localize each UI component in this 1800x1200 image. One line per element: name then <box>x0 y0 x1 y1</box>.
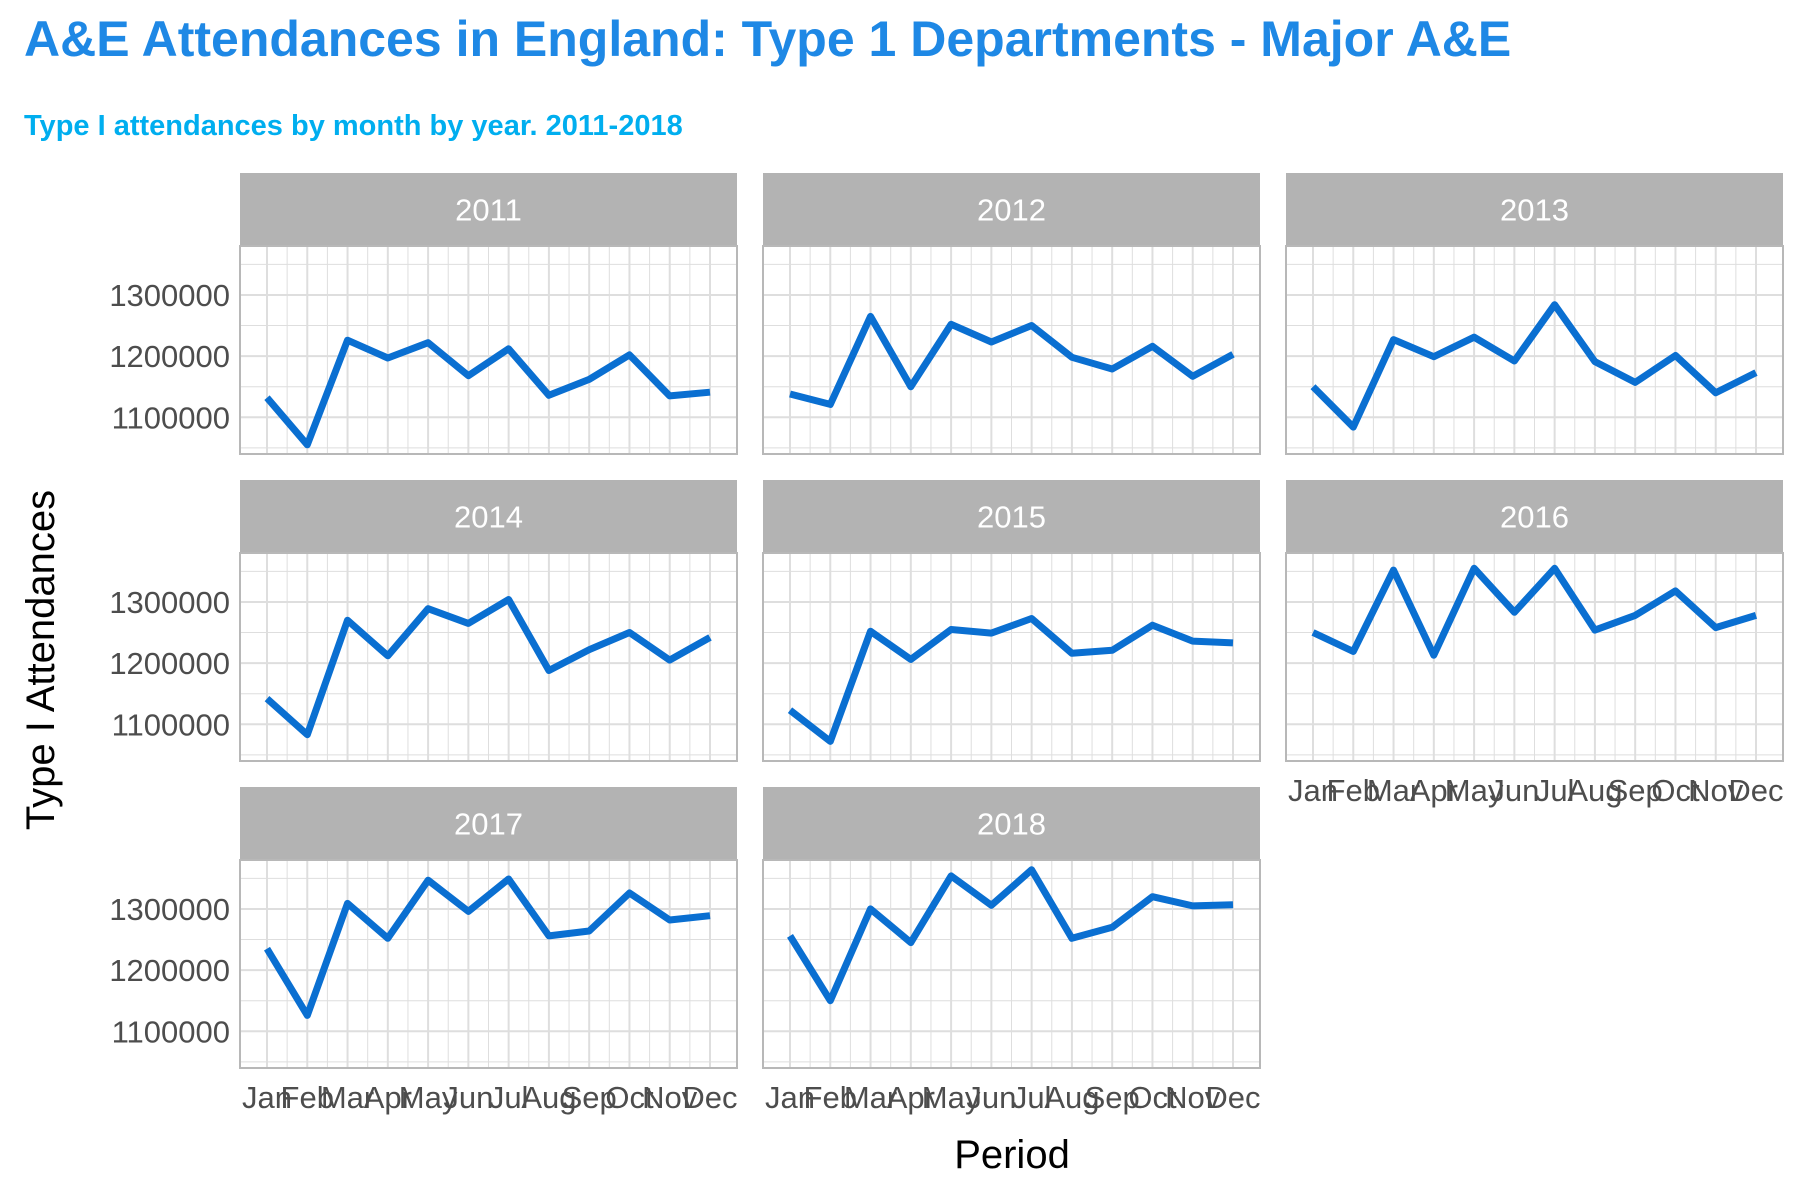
x-tick-label: Feb <box>281 1080 334 1115</box>
x-tick-label: Dec <box>1728 773 1783 808</box>
y-tick-label: 1200000 <box>109 953 230 988</box>
x-tick-label: Sep <box>562 1080 617 1115</box>
facet-strip <box>240 787 737 860</box>
facet-strip <box>240 480 737 553</box>
facet-strip <box>763 787 1260 860</box>
panel-border <box>762 859 1261 1069</box>
x-tick-label: Sep <box>1608 773 1663 808</box>
series-line-2013 <box>1310 301 1758 431</box>
facet-strip-label: 2017 <box>454 807 523 842</box>
x-tick-label: Jul <box>1012 1080 1052 1115</box>
x-tick-label: Mar <box>321 1080 374 1115</box>
x-tick-label: May <box>1445 773 1504 808</box>
x-tick-label: Aug <box>521 1080 576 1115</box>
x-tick-label: Apr <box>887 1080 935 1115</box>
x-tick-label: Jan <box>1288 773 1338 808</box>
x-tick-label: Jul <box>489 1080 529 1115</box>
facet-strip-label: 2016 <box>1500 500 1569 535</box>
facet-strip-label: 2018 <box>977 807 1046 842</box>
y-tick-label: 1100000 <box>112 707 230 742</box>
x-tick-label: Aug <box>1044 1080 1099 1115</box>
facet-strip-label: 2012 <box>977 193 1046 228</box>
y-tick-label: 1200000 <box>109 646 230 681</box>
y-tick-label: 1200000 <box>109 339 230 374</box>
chart-title: A&E Attendances in England: Type 1 Depar… <box>24 11 1512 67</box>
x-tick-label: Dec <box>682 1080 737 1115</box>
series-line-2012 <box>789 312 1235 408</box>
x-tick-label: Nov <box>1688 773 1744 808</box>
x-tick-label: Feb <box>1327 773 1380 808</box>
facet-strip-label: 2013 <box>1500 193 1569 228</box>
panel-border <box>239 859 738 1069</box>
panel-border <box>762 245 1261 455</box>
facet-strip <box>1286 173 1783 246</box>
facet-strip <box>240 173 737 246</box>
facet-strip <box>763 173 1260 246</box>
x-tick-label: Sep <box>1085 1080 1140 1115</box>
series-line-2014 <box>264 596 712 739</box>
panel-border <box>239 245 738 455</box>
panel-border <box>1285 245 1784 455</box>
x-tick-label: Mar <box>1367 773 1420 808</box>
y-tick-label: 1300000 <box>109 585 230 620</box>
panel-border <box>762 552 1261 762</box>
series-line-2017 <box>264 875 711 1019</box>
y-tick-label: 1300000 <box>109 278 230 313</box>
series-line-2018 <box>787 866 1234 1005</box>
x-tick-label: Feb <box>804 1080 857 1115</box>
panel-border <box>239 552 738 762</box>
x-tick-label: Oct <box>1128 1080 1177 1115</box>
x-tick-label: Jul <box>1535 773 1575 808</box>
x-tick-label: Apr <box>1410 773 1458 808</box>
y-tick-label: 1100000 <box>112 400 230 435</box>
chart-subtitle: Type I attendances by month by year. 201… <box>24 110 683 142</box>
x-tick-label: Jun <box>443 1080 493 1115</box>
x-tick-label: May <box>399 1080 458 1115</box>
x-tick-label: Jan <box>242 1080 292 1115</box>
facet-strip <box>763 480 1260 553</box>
y-axis-label: Type I Attendances <box>19 490 63 830</box>
x-tick-label: Mar <box>844 1080 897 1115</box>
series-line-2015 <box>787 615 1234 745</box>
x-tick-label: Nov <box>1165 1080 1221 1115</box>
panel-border <box>1285 552 1784 762</box>
x-tick-label: Aug <box>1567 773 1622 808</box>
x-axis-label: Period <box>954 1133 1070 1177</box>
x-tick-label: Jan <box>765 1080 815 1115</box>
y-tick-label: 1100000 <box>112 1014 230 1049</box>
x-tick-label: Nov <box>642 1080 698 1115</box>
facet-strip-label: 2011 <box>455 193 522 228</box>
x-tick-label: May <box>922 1080 981 1115</box>
x-tick-label: Oct <box>605 1080 654 1115</box>
facet-strip-label: 2014 <box>454 500 523 535</box>
series-line-2016 <box>1311 564 1758 659</box>
facet-strip-label: 2015 <box>977 500 1046 535</box>
x-tick-label: Apr <box>364 1080 412 1115</box>
facet-strip <box>1286 480 1783 553</box>
x-tick-label: Jun <box>966 1080 1016 1115</box>
series-line-2011 <box>264 336 711 449</box>
x-tick-label: Jun <box>1489 773 1539 808</box>
x-tick-label: Dec <box>1205 1080 1260 1115</box>
y-tick-label: 1300000 <box>109 892 230 927</box>
x-tick-label: Oct <box>1651 773 1700 808</box>
